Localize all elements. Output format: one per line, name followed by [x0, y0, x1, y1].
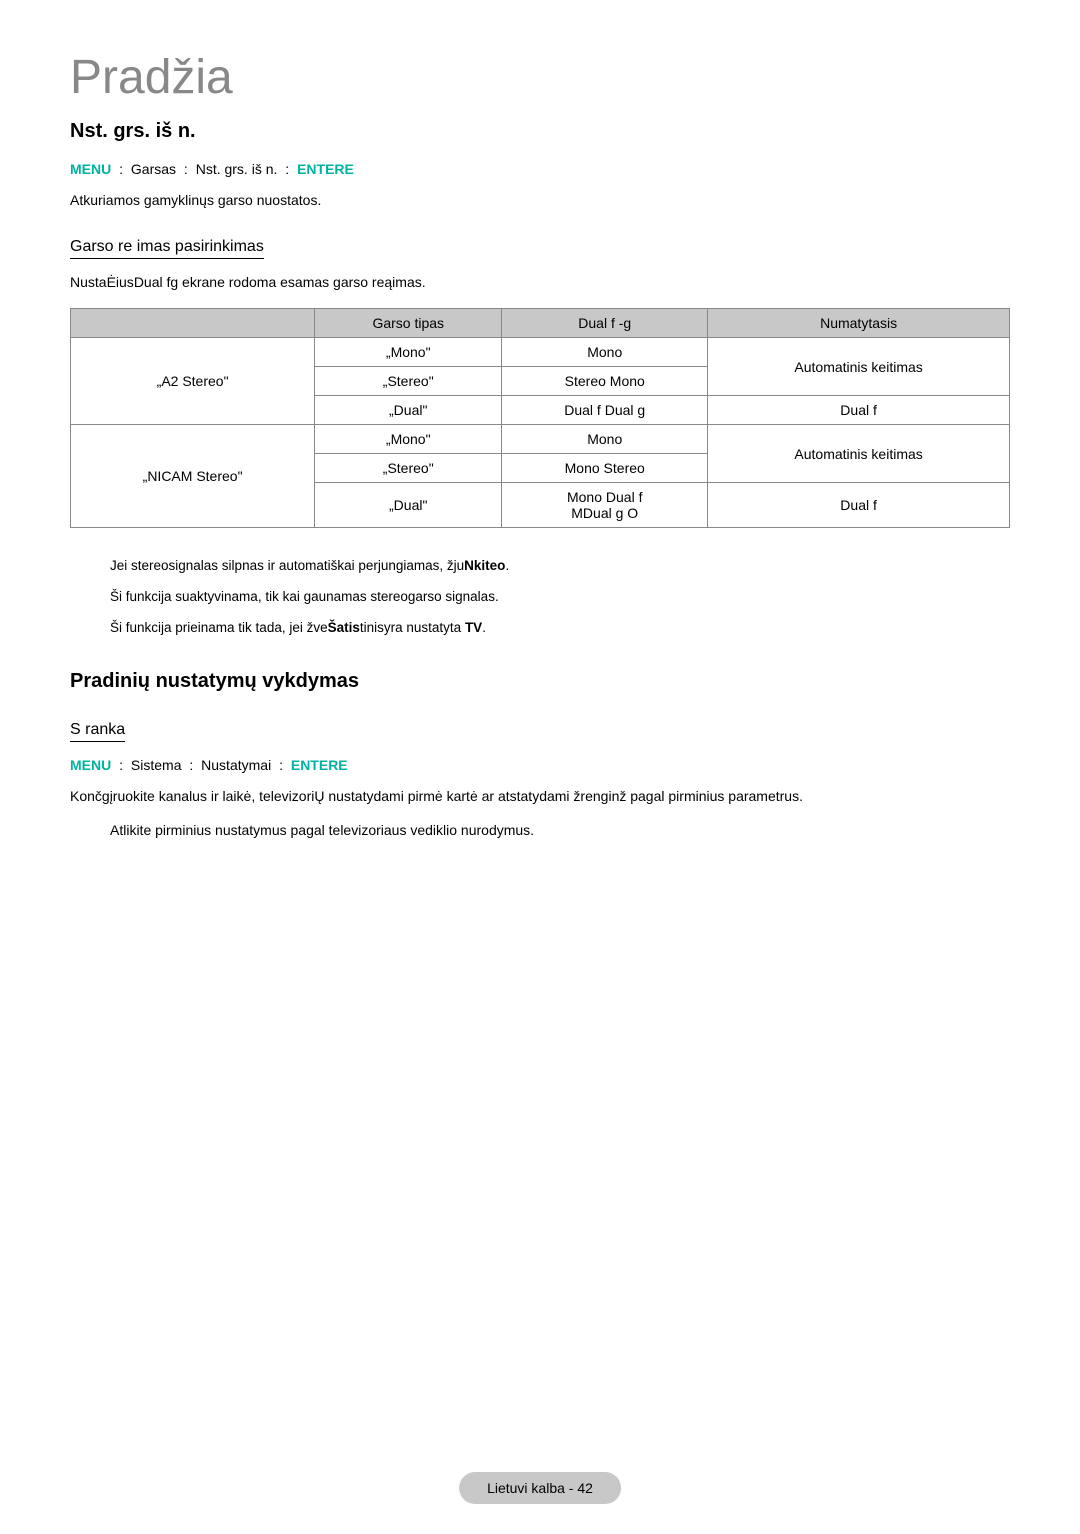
enter-label: ENTERE	[297, 161, 354, 177]
table-cell: „Dual"	[315, 396, 502, 425]
section-heading: Nst. grs. iš n.	[70, 120, 1010, 143]
table-cell: Mono Stereo	[502, 454, 708, 483]
table-cell: Stereo Mono	[502, 367, 708, 396]
note-text: Ši funkcija prieinama tik tada, jei žve	[110, 620, 328, 635]
note-item: Jei stereosignalas silpnas ir automatišk…	[110, 558, 1010, 573]
table-header	[71, 309, 315, 338]
table-cell: „Mono"	[315, 425, 502, 454]
body-text: Končgįruokite kanalus ir laikė, televizo…	[70, 788, 1010, 804]
path-segment: Garsas	[131, 161, 176, 177]
menu-path: MENU : Sistema : Nustatymai : ENTERE	[70, 757, 1010, 773]
note-text: Jei stereosignalas silpnas ir automatišk…	[110, 558, 464, 573]
page-footer: Lietuvi kalba - 42	[459, 1472, 621, 1504]
menu-label: MENU	[70, 757, 111, 773]
info-text: NustaĖiusDual fg ekrane rodoma esamas ga…	[70, 274, 1010, 290]
menu-path: MENU : Garsas : Nst. grs. iš n. : ENTERE	[70, 161, 1010, 177]
table-header: Dual f -g	[502, 309, 708, 338]
table-header: Garso tipas	[315, 309, 502, 338]
table-cell: „A2 Stereo"	[71, 338, 315, 425]
info-bold: Dual fg	[134, 274, 178, 290]
note-bold: Šatis	[328, 620, 360, 635]
enter-label: ENTERE	[291, 757, 348, 773]
menu-label: MENU	[70, 161, 111, 177]
table-cell: Mono	[502, 338, 708, 367]
note-item: Ši funkcija prieinama tik tada, jei žveŠ…	[110, 620, 1010, 635]
table-header: Numatytasis	[708, 309, 1010, 338]
separator: :	[285, 161, 289, 177]
table-cell: Dual f	[708, 483, 1010, 528]
path-segment: Nustatymai	[201, 757, 271, 773]
table-cell: Mono Dual f MDual g O	[502, 483, 708, 528]
path-segment: Sistema	[131, 757, 182, 773]
page-title: Pradžia	[70, 50, 1010, 105]
table-header-row: Garso tipas Dual f -g Numatytasis	[71, 309, 1010, 338]
table-cell: Dual f	[708, 396, 1010, 425]
note-text: tinisyra nustatyta	[360, 620, 465, 635]
table-cell: „Stereo"	[315, 454, 502, 483]
table-row: „A2 Stereo" „Mono" Mono Automatinis keit…	[71, 338, 1010, 367]
info-prefix: NustaĖius	[70, 274, 134, 290]
audio-mode-table: Garso tipas Dual f -g Numatytasis „A2 St…	[70, 308, 1010, 528]
section-heading: Pradinių nustatymų vykdymas	[70, 670, 1010, 693]
separator: :	[279, 757, 283, 773]
table-cell: „Dual"	[315, 483, 502, 528]
note-item: Ši funkcija suaktyvinama, tik kai gaunam…	[110, 589, 1010, 604]
separator: :	[184, 161, 188, 177]
note-text: .	[482, 620, 486, 635]
subsection-heading: Garso re imas pasirinkimas	[70, 238, 264, 259]
separator: :	[189, 757, 193, 773]
indented-text: Atlikite pirminius nustatymus pagal tele…	[110, 822, 1010, 838]
notes-block: Jei stereosignalas silpnas ir automatišk…	[110, 558, 1010, 635]
note-text: .	[505, 558, 509, 573]
separator: :	[119, 757, 123, 773]
table-cell: Automatinis keitimas	[708, 338, 1010, 396]
separator: :	[119, 161, 123, 177]
table-cell: Automatinis keitimas	[708, 425, 1010, 483]
table-row: „NICAM Stereo" „Mono" Mono Automatinis k…	[71, 425, 1010, 454]
subsection-heading: S ranka	[70, 721, 125, 742]
note-bold: TV	[465, 620, 482, 635]
path-segment: Nst. grs. iš n.	[196, 161, 278, 177]
note-bold: Nkiteo	[464, 558, 505, 573]
body-text: Atkuriamos gamyklinųs garso nuostatos.	[70, 192, 1010, 208]
table-cell: „Mono"	[315, 338, 502, 367]
table-cell: „NICAM Stereo"	[71, 425, 315, 528]
table-cell: Dual f Dual g	[502, 396, 708, 425]
info-suffix: ekrane rodoma esamas garso reąimas.	[178, 274, 425, 290]
table-cell: Mono	[502, 425, 708, 454]
table-cell: „Stereo"	[315, 367, 502, 396]
